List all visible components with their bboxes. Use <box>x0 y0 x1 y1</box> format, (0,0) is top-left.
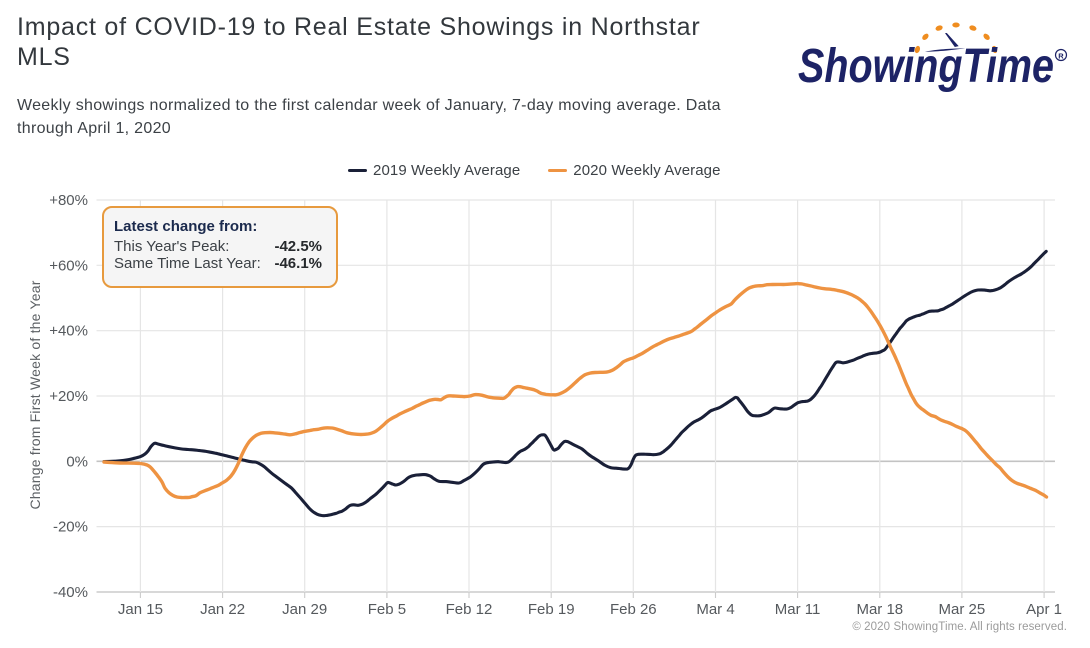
svg-text:Feb 12: Feb 12 <box>446 601 493 618</box>
svg-text:Feb 19: Feb 19 <box>528 601 575 618</box>
svg-text:Feb 26: Feb 26 <box>610 601 657 618</box>
svg-text:Jan 29: Jan 29 <box>282 601 327 618</box>
svg-text:-20%: -20% <box>53 519 88 536</box>
svg-text:+40%: +40% <box>49 323 88 340</box>
svg-text:+60%: +60% <box>49 257 88 274</box>
svg-text:0%: 0% <box>66 453 88 470</box>
svg-text:Change from First Week of the: Change from First Week of the Year <box>27 280 43 509</box>
svg-text:Mar 18: Mar 18 <box>856 601 903 618</box>
svg-text:Mar 11: Mar 11 <box>775 601 821 618</box>
svg-text:Mar 4: Mar 4 <box>696 601 734 618</box>
svg-text:-40%: -40% <box>53 584 88 601</box>
svg-text:Apr 1: Apr 1 <box>1026 601 1062 618</box>
svg-text:R: R <box>1058 52 1064 61</box>
svg-text:+80%: +80% <box>49 192 88 209</box>
svg-text:+20%: +20% <box>49 388 88 405</box>
svg-text:Jan 22: Jan 22 <box>200 601 245 618</box>
svg-text:Mar 25: Mar 25 <box>939 601 986 618</box>
svg-text:Feb 5: Feb 5 <box>368 601 406 618</box>
svg-text:ShowingTime: ShowingTime <box>798 40 1054 93</box>
svg-text:Jan 15: Jan 15 <box>118 601 163 618</box>
